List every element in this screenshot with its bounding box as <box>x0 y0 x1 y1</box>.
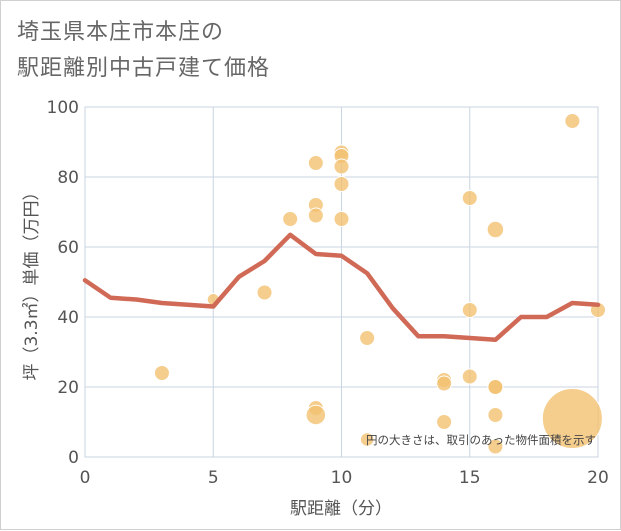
data-point-28 <box>541 388 603 449</box>
x-tick-label-2: 10 <box>331 468 353 488</box>
x-tick-label-0: 0 <box>80 468 91 488</box>
data-point-11 <box>333 158 350 175</box>
title-line-1: 埼玉県本庄市本庄の <box>17 20 225 45</box>
data-point-27 <box>564 113 581 129</box>
x-tick-label-3: 15 <box>459 468 481 488</box>
x-axis-label: 駅距離（分） <box>290 499 392 519</box>
data-point-21 <box>461 368 478 385</box>
bubble-series <box>153 113 606 455</box>
data-point-22 <box>486 220 505 239</box>
y-tick-label-5: 100 <box>47 98 79 118</box>
y-tick-label-1: 20 <box>57 378 79 398</box>
y-tick-label-3: 60 <box>57 238 79 258</box>
data-point-19 <box>461 190 478 206</box>
data-point-3 <box>282 211 299 227</box>
data-point-4 <box>307 155 324 171</box>
data-point-14 <box>359 330 376 346</box>
data-point-12 <box>333 176 350 192</box>
data-point-26 <box>487 438 504 455</box>
data-point-13 <box>333 211 350 227</box>
data-point-15 <box>359 432 375 447</box>
data-point-20 <box>461 302 478 318</box>
y-tick-label-0: 0 <box>68 448 79 468</box>
trend-line-series <box>82 232 601 343</box>
data-point-0 <box>153 365 170 381</box>
data-point-18 <box>436 414 453 430</box>
data-point-17 <box>436 375 453 392</box>
data-point-25 <box>487 407 504 423</box>
size-note: 円の大きさは、取引のあった物件面積を示す <box>366 433 596 447</box>
y-axis-label: 坪（3.3㎡）単価（万円） <box>22 183 42 380</box>
x-tick-label-1: 5 <box>208 468 219 488</box>
chart-title: 埼玉県本庄市本庄の 駅距離別中古戸建て価格 <box>17 15 270 87</box>
data-point-8 <box>305 404 327 426</box>
x-tick-label-4: 20 <box>587 468 609 488</box>
trend-line <box>82 232 601 343</box>
y-tick-label-2: 40 <box>57 308 79 328</box>
data-point-2 <box>256 284 273 301</box>
data-point-24 <box>487 379 504 395</box>
y-tick-label-4: 80 <box>57 168 79 188</box>
axis-ticks: 0 20 40 60 80 100 0 5 10 15 20 <box>47 98 609 488</box>
title-line-2: 駅距離別中古戸建て価格 <box>17 56 271 81</box>
data-point-6 <box>307 207 324 224</box>
